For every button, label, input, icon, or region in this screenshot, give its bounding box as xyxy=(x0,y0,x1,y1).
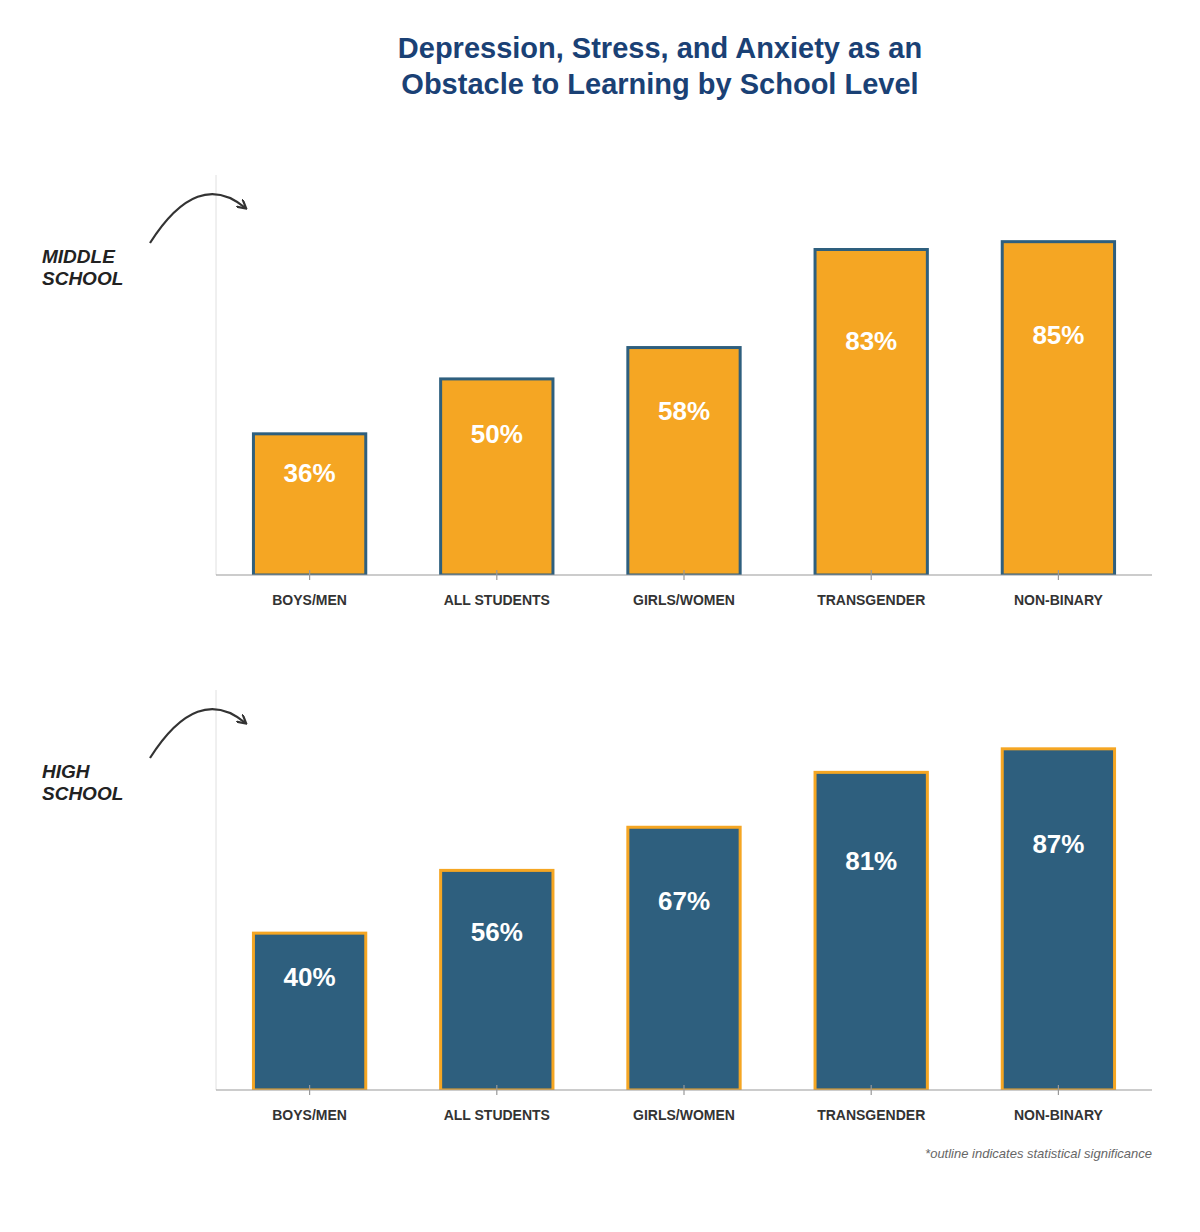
x-tick-label: BOYS/MEN xyxy=(272,592,347,608)
y-axis-line xyxy=(216,175,217,575)
x-tick-label: NON-BINARY xyxy=(1014,1107,1104,1123)
text-line: SCHOOL xyxy=(42,783,123,804)
x-tick-label: BOYS/MEN xyxy=(272,1107,347,1123)
data-label: 58% xyxy=(658,396,710,426)
bar xyxy=(441,870,553,1090)
bar xyxy=(628,348,740,575)
text-line: Obstacle to Learning by School Level xyxy=(401,68,918,100)
bar xyxy=(253,434,365,575)
x-tick-label: TRANSGENDER xyxy=(817,1107,925,1123)
x-tick xyxy=(871,570,872,580)
data-label: 36% xyxy=(284,458,336,488)
data-label: 50% xyxy=(471,419,523,449)
chart-root: Depression, Stress, and Anxiety as an Obs… xyxy=(0,0,1200,1232)
y-axis-line xyxy=(216,690,217,1090)
bar xyxy=(815,250,927,575)
footnote: *outline indicates statistical significa… xyxy=(925,1146,1152,1161)
data-label: 40% xyxy=(284,962,336,992)
title: Depression, Stress, and Anxiety as an Obs… xyxy=(398,32,922,100)
x-tick xyxy=(871,1085,872,1095)
bar xyxy=(1002,242,1114,575)
bars xyxy=(253,749,1114,1090)
panel: BOYS/MEN ALL STUDENTS GIRLS/WOMEN TRANSGEND… xyxy=(42,690,1152,1161)
group-label: HIGHSCHOOL xyxy=(42,761,123,804)
bar xyxy=(441,379,553,575)
x-tick xyxy=(1058,1085,1059,1095)
x-tick xyxy=(496,570,497,580)
x-tick-label: GIRLS/WOMEN xyxy=(633,592,735,608)
bar xyxy=(815,772,927,1090)
x-tick xyxy=(496,1085,497,1095)
x-tick-label: GIRLS/WOMEN xyxy=(633,1107,735,1123)
group-label: MIDDLESCHOOL xyxy=(42,246,123,289)
text-line: HIGH xyxy=(42,761,91,782)
x-tick-label: ALL STUDENTS xyxy=(444,592,550,608)
data-label: 56% xyxy=(471,917,523,947)
arrow xyxy=(150,194,245,243)
text-line: Depression, Stress, and Anxiety as an xyxy=(398,32,922,64)
bar xyxy=(253,933,365,1090)
x-tick xyxy=(683,570,684,580)
x-tick xyxy=(1058,570,1059,580)
x-tick xyxy=(309,1085,310,1095)
text-line: MIDDLE xyxy=(42,246,116,267)
bar xyxy=(1002,749,1114,1090)
data-label: 85% xyxy=(1032,320,1084,350)
data-label: 81% xyxy=(845,846,897,876)
bars xyxy=(253,242,1114,575)
x-tick xyxy=(683,1085,684,1095)
bar xyxy=(628,827,740,1090)
x-tick-label: NON-BINARY xyxy=(1014,592,1104,608)
text-line: SCHOOL xyxy=(42,268,123,289)
data-label: 83% xyxy=(845,326,897,356)
data-label: 87% xyxy=(1032,829,1084,859)
x-tick-label: ALL STUDENTS xyxy=(444,1107,550,1123)
data-label: 67% xyxy=(658,886,710,916)
x-tick xyxy=(309,570,310,580)
arrow xyxy=(150,709,245,758)
x-tick-label: TRANSGENDER xyxy=(817,592,925,608)
background xyxy=(0,0,1200,1232)
panel: BOYS/MEN ALL STUDENTS GIRLS/WOMEN TRANSGEND… xyxy=(42,175,1152,608)
